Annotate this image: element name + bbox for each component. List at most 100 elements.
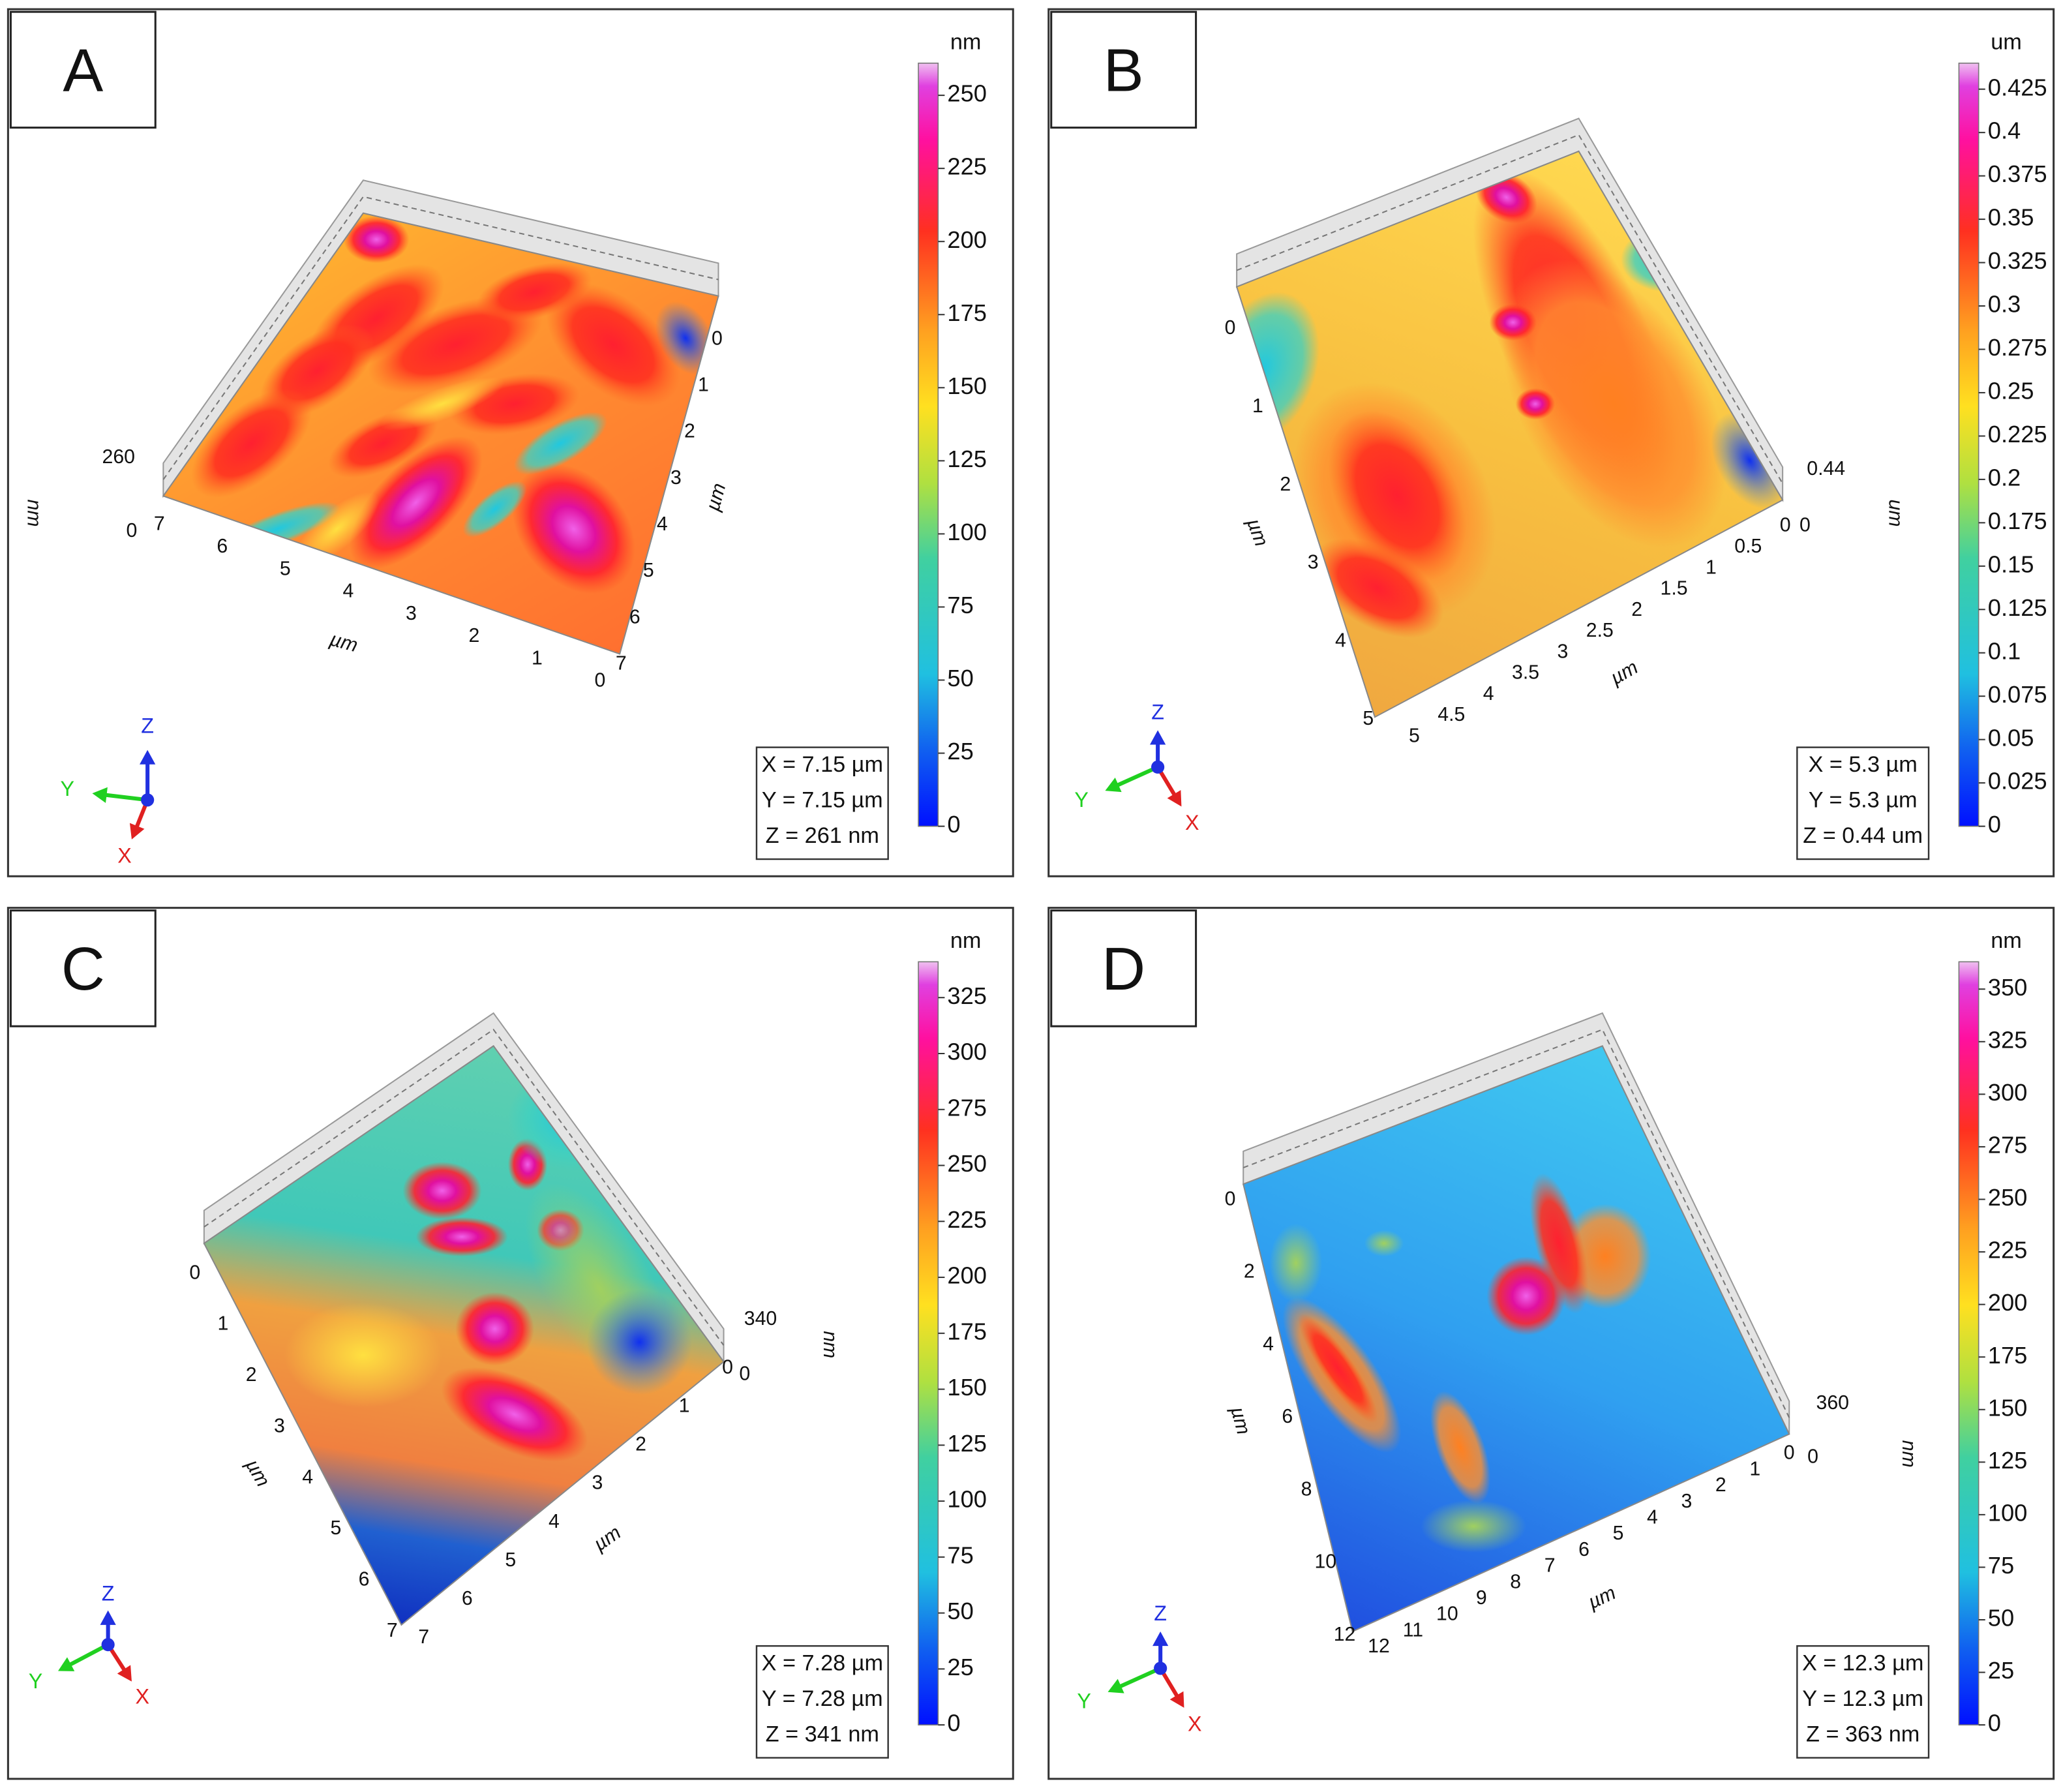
axis2-tick-label: 4 (657, 513, 668, 535)
axis2-tick-label: 4.5 (1438, 704, 1465, 725)
z-axis-tick-label: 0 (1807, 1446, 1818, 1468)
indicator-origin (1151, 760, 1165, 774)
colorbar-tick-label: 275 (1988, 1132, 2028, 1159)
colorbar-tick-label: 50 (947, 1598, 973, 1624)
z-axis-tick-label: 340 (744, 1308, 777, 1329)
axis2-tick-label: 2 (1715, 1474, 1726, 1496)
colorbar-tick-label: 175 (1988, 1342, 2028, 1369)
axis1-tick-label: 4 (1335, 630, 1346, 651)
indicator-label: Z (1151, 700, 1164, 723)
colorbar-tick-label: 0 (947, 811, 960, 838)
axis2-tick-label: 10 (1436, 1603, 1458, 1625)
axis2-tick-label: 0.5 (1734, 536, 1762, 557)
colorbar-tick-label: 275 (947, 1094, 987, 1121)
indicator-label: X (1185, 811, 1199, 834)
indicator-label: Y (1074, 788, 1089, 812)
colorbar-tick-label: 0 (1988, 1710, 2001, 1737)
colorbar-tick-label: 325 (947, 982, 987, 1009)
axis1-tick-label: 2 (1280, 474, 1291, 495)
surface-feature (1529, 1173, 1589, 1314)
axis1-tick-label: 4 (1263, 1333, 1274, 1355)
surface-feature (1501, 260, 1727, 549)
indicator-label: Y (61, 777, 75, 800)
colorbar-tick-label: 0.25 (1988, 378, 2034, 404)
axis2-tick-label: 7 (418, 1626, 429, 1648)
colorbar-tick-label: 100 (1988, 1499, 2028, 1526)
colorbar-tick-label: 150 (947, 372, 987, 399)
colorbar-tick-label: 250 (947, 1150, 987, 1177)
axis2-tick-label: 3 (1558, 641, 1569, 662)
axis2-tick-label: 1 (1706, 556, 1717, 578)
axis2-tick-label: 3 (670, 467, 682, 489)
indicator-label: X (1188, 1712, 1202, 1736)
axis2-tick-label: 4 (549, 1511, 560, 1532)
axis1-tick-label: 3 (406, 603, 417, 624)
colorbar-tick-label: 0.025 (1988, 768, 2047, 795)
axis2-tick-label: 5 (1409, 725, 1420, 746)
axis2-tick-label: 2 (635, 1434, 646, 1455)
indicator-head (1105, 778, 1122, 793)
axis1-tick-label: 7 (387, 1620, 398, 1641)
panel-label: D (1102, 935, 1145, 1003)
info-box (1796, 1645, 1930, 1759)
colorbar-tick-label: 150 (947, 1374, 987, 1401)
colorbar-tick-label: 175 (947, 1318, 987, 1344)
colorbar-unit: um (1991, 30, 2022, 55)
label-box (9, 10, 157, 129)
panel-label: A (63, 36, 103, 104)
axis1-tick-label: 0 (189, 1262, 200, 1283)
surface (203, 1046, 724, 1625)
info-box (755, 746, 889, 860)
colorbar-tick-label: 0.075 (1988, 681, 2047, 708)
z-axis-tick-label: 0.44 (1807, 458, 1845, 479)
axis2-tick-label: 1 (698, 374, 709, 396)
colorbar-tick-label: 25 (1988, 1657, 2014, 1684)
surface-feature (191, 389, 312, 498)
surface-feature (294, 491, 380, 566)
surface-feature (655, 301, 716, 375)
info-line: Z = 363 nm (1806, 1722, 1920, 1746)
colorbar-tick-label: 250 (1988, 1184, 2028, 1211)
info-line: Y = 7.15 µm (762, 787, 883, 812)
indicator-y (1111, 765, 1159, 789)
colorbar-tick-label: 75 (947, 1541, 973, 1568)
surface-feature (513, 412, 607, 475)
z-axis-title: nm (819, 1331, 841, 1358)
surface-feature (462, 481, 527, 538)
axis1-tick-label: 4 (302, 1466, 313, 1488)
colorbar-unit: nm (1991, 928, 2022, 953)
axis2-tick-label: 6 (629, 606, 640, 628)
wall-dash (162, 196, 719, 480)
axis1-tick-label: 6 (359, 1569, 370, 1590)
colorbar-tick-label: 50 (947, 665, 973, 691)
colorbar-tick-label: 150 (1988, 1394, 2028, 1421)
axis1-tick-label: 0 (595, 670, 606, 691)
colorbar-tick-label: 200 (947, 226, 987, 253)
colorbar-tick-label: 250 (947, 80, 987, 107)
colorbar-tick-label: 225 (947, 1206, 987, 1233)
surface-feature (441, 1367, 588, 1462)
colorbar-tick-label: 25 (947, 738, 973, 765)
colorbar-tick-label: 0.225 (1988, 421, 2047, 448)
indicator-head (58, 1657, 75, 1671)
axis2-tick-label: 0 (1784, 1442, 1795, 1464)
indicator-head (1167, 790, 1182, 807)
z-axis-tick-label: 0 (739, 1363, 750, 1385)
indicator-head (100, 1610, 116, 1625)
surface-feature (1486, 1256, 1566, 1336)
surface-feature (349, 436, 483, 569)
indicator-head (129, 823, 145, 840)
colorbar (1958, 63, 1980, 827)
indicator-head (1107, 1678, 1124, 1693)
colorbar (918, 961, 939, 1725)
axis2-tick-label: 5 (505, 1549, 516, 1571)
indicator-head (117, 1665, 132, 1682)
indicator-origin (1154, 1662, 1167, 1675)
surface-feature (284, 1302, 442, 1408)
surface-feature (343, 215, 410, 264)
surface-feature (402, 1161, 482, 1220)
axis2-tick-label: 2 (684, 421, 695, 442)
axis1-tick-label: 1 (532, 647, 543, 669)
axis2-tick-label: 11 (1403, 1619, 1423, 1641)
